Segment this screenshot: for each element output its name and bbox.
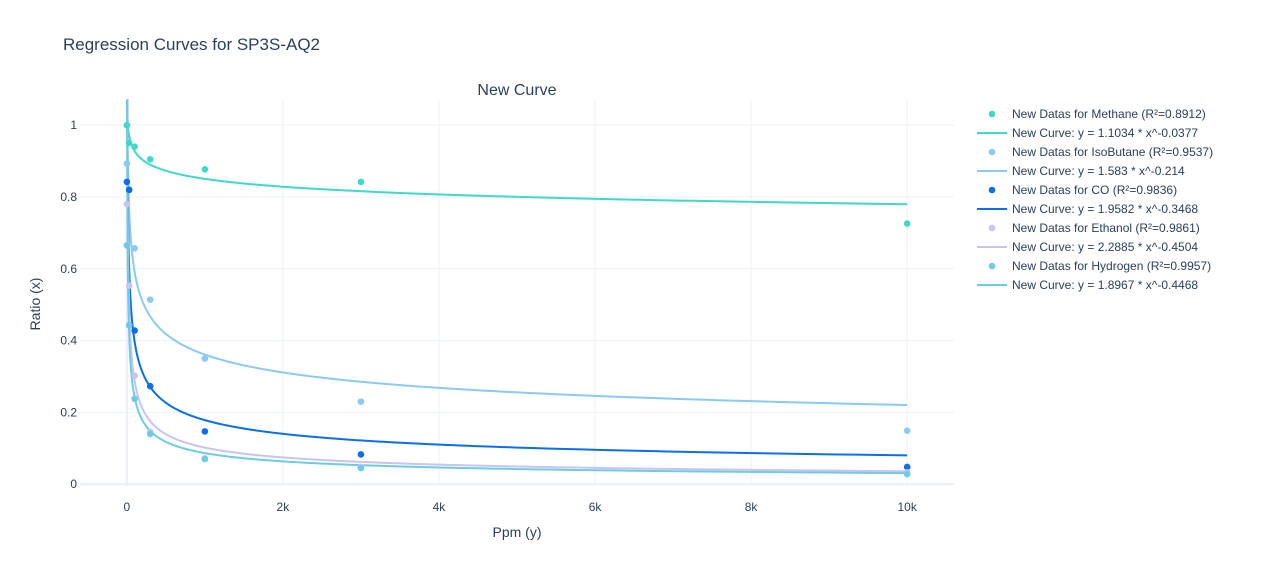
y-axis-ticks: 0 0.2 0.4 0.6 0.8 1	[60, 118, 77, 491]
marker-layer	[123, 121, 911, 478]
data-point-series-0	[131, 143, 138, 150]
data-point-series-4	[123, 178, 131, 186]
curve-series-9	[126, 99, 908, 475]
data-point-series-2	[146, 296, 154, 303]
legend-label: New Curve: y = 2.2885 * x^-0.4504	[1012, 240, 1198, 254]
data-point-series-0	[125, 139, 133, 147]
data-point-series-8	[146, 430, 154, 438]
data-point-series-2	[903, 427, 911, 435]
legend-label: New Datas for Methane (R²=0.8912)	[1012, 107, 1206, 121]
y-tick-label: 0.4	[60, 334, 77, 348]
x-tick-label: 10k	[897, 500, 917, 514]
legend-label: New Curve: y = 1.8967 * x^-0.4468	[1012, 278, 1198, 292]
legend-item[interactable]: New Datas for CO (R²=0.9836)	[988, 183, 1177, 197]
data-point-series-4	[131, 327, 138, 334]
data-point-series-0	[146, 155, 154, 163]
x-axis-label: Ppm (y)	[493, 524, 542, 540]
chart-title: Regression Curves for SP3S-AQ2	[63, 35, 320, 54]
x-tick-label: 4k	[433, 500, 447, 514]
data-point-series-8	[131, 395, 138, 403]
data-point-series-4	[357, 451, 365, 458]
x-tick-label: 8k	[745, 500, 759, 514]
data-point-series-2	[357, 398, 365, 405]
data-point-series-0	[201, 166, 209, 173]
y-tick-label: 0.6	[60, 262, 77, 276]
data-point-series-8	[125, 321, 133, 329]
y-tick-label: 0	[70, 477, 77, 491]
legend-label: New Curve: y = 1.9582 * x^-0.3468	[1012, 202, 1198, 216]
y-tick-label: 0.8	[60, 190, 77, 204]
x-axis-ticks: 0 2k 4k 6k 8k 10k	[123, 500, 917, 514]
data-point-series-8	[903, 470, 911, 478]
legend-item[interactable]: New Datas for Ethanol (R²=0.9861)	[988, 221, 1200, 235]
data-point-series-4	[146, 382, 154, 390]
data-point-series-8	[201, 455, 209, 463]
chart-subtitle: New Curve	[477, 82, 556, 99]
legend-item[interactable]: New Curve: y = 1.8967 * x^-0.4468	[977, 278, 1198, 292]
x-tick-label: 2k	[277, 500, 291, 514]
legend-item[interactable]: New Datas for IsoButane (R²=0.9537)	[988, 145, 1213, 159]
data-point-series-6	[131, 372, 138, 380]
legend-marker-swatch	[988, 224, 996, 232]
data-point-series-2	[123, 160, 131, 167]
legend-marker-swatch	[988, 262, 996, 270]
data-point-series-2	[131, 244, 138, 252]
legend-label: New Datas for Hydrogen (R²=0.9957)	[1012, 259, 1211, 273]
legend-marker-swatch	[988, 148, 996, 156]
data-point-series-4	[201, 428, 209, 435]
y-tick-label: 0.2	[60, 405, 77, 419]
x-tick-label: 6k	[589, 500, 603, 514]
legend-label: New Datas for Ethanol (R²=0.9861)	[1012, 221, 1200, 235]
legend-label: New Curve: y = 1.583 * x^-0.214	[1012, 164, 1185, 178]
legend-item[interactable]: New Curve: y = 1.1034 * x^-0.0377	[977, 126, 1198, 140]
x-tick-label: 0	[123, 500, 130, 514]
legend-label: New Datas for CO (R²=0.9836)	[1012, 183, 1177, 197]
legend[interactable]: New Datas for Methane (R²=0.8912) New Cur…	[977, 107, 1213, 292]
legend-item[interactable]: New Curve: y = 1.583 * x^-0.214	[977, 164, 1185, 178]
data-point-series-6	[123, 200, 131, 208]
y-tick-label: 1	[70, 118, 77, 132]
legend-item[interactable]: New Datas for Hydrogen (R²=0.9957)	[988, 259, 1211, 273]
legend-marker-swatch	[988, 110, 996, 118]
data-point-series-0	[123, 121, 131, 129]
legend-item[interactable]: New Datas for Methane (R²=0.8912)	[988, 107, 1206, 121]
legend-item[interactable]: New Curve: y = 1.9582 * x^-0.3468	[977, 202, 1198, 216]
data-point-series-6	[125, 282, 133, 289]
data-point-series-8	[357, 464, 365, 472]
data-point-series-0	[357, 178, 365, 186]
legend-label: New Datas for IsoButane (R²=0.9537)	[1012, 145, 1213, 159]
legend-item[interactable]: New Curve: y = 2.2885 * x^-0.4504	[977, 240, 1198, 254]
data-point-series-4	[903, 463, 911, 471]
data-point-series-4	[125, 186, 133, 194]
legend-marker-swatch	[988, 186, 996, 194]
legend-label: New Curve: y = 1.1034 * x^-0.0377	[1012, 126, 1198, 140]
data-point-series-0	[903, 220, 911, 227]
y-axis-label: Ratio (x)	[27, 278, 43, 331]
data-point-series-8	[123, 242, 131, 249]
data-point-series-2	[201, 355, 209, 362]
